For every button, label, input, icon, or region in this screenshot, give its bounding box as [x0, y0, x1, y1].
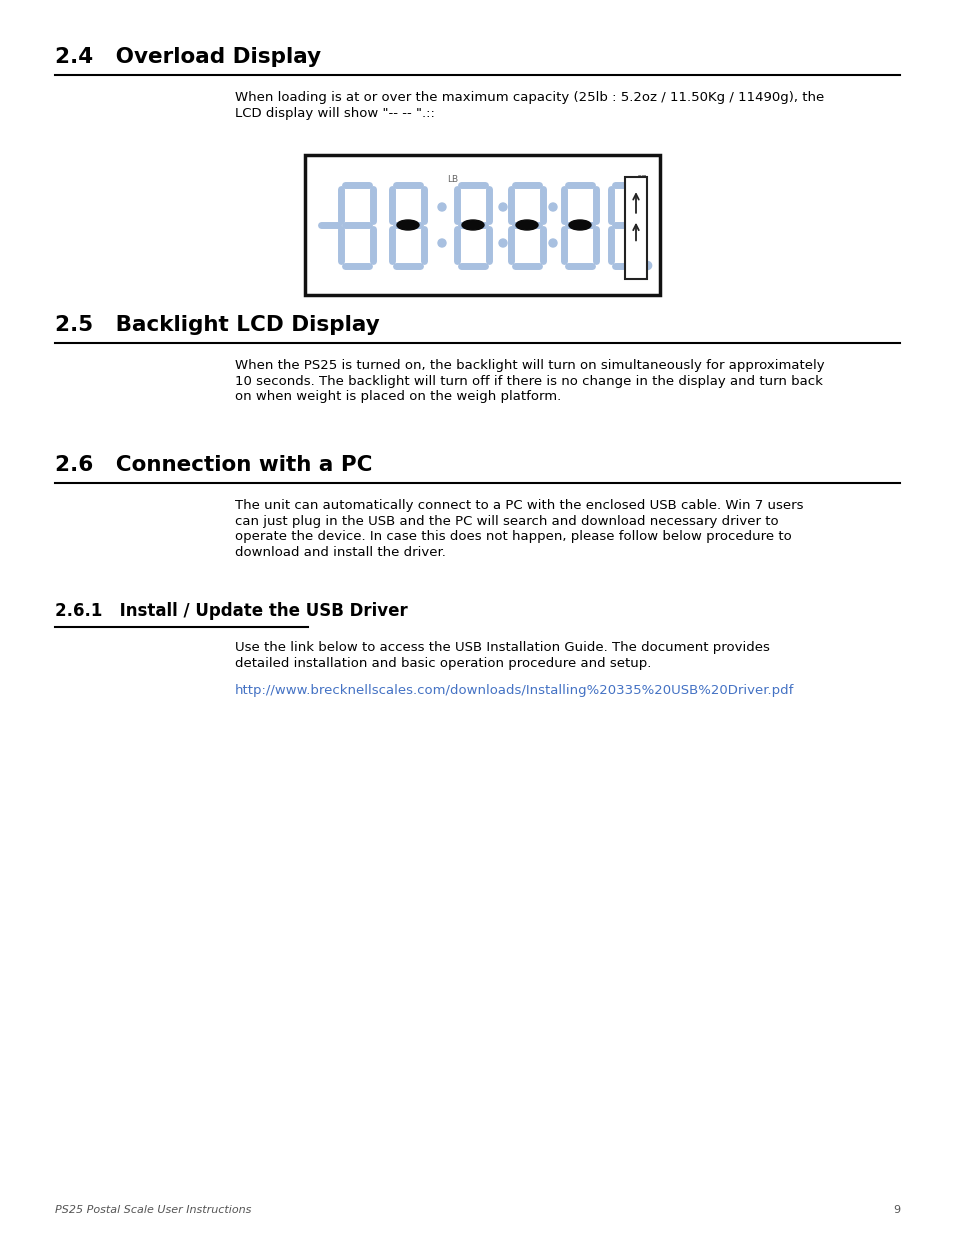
Circle shape [548, 240, 557, 247]
Text: LCD display will show "-- -- ".::: LCD display will show "-- -- ".:: [234, 106, 435, 120]
Text: operate the device. In case this does not happen, please follow below procedure : operate the device. In case this does no… [234, 530, 791, 543]
Text: 2.6.1   Install / Update the USB Driver: 2.6.1 Install / Update the USB Driver [55, 601, 407, 620]
Text: 2.5   Backlight LCD Display: 2.5 Backlight LCD Display [55, 315, 379, 335]
Bar [624, 177, 646, 279]
Text: http://www.brecknellscales.com/downloads/Installing%20335%20USB%20Driver.pdf: http://www.brecknellscales.com/downloads… [234, 684, 794, 697]
Text: can just plug in the USB and the PC will search and download necessary driver to: can just plug in the USB and the PC will… [234, 515, 778, 527]
Circle shape [437, 240, 446, 247]
Text: Use the link below to access the USB Installation Guide. The document provides: Use the link below to access the USB Ins… [234, 641, 769, 655]
Ellipse shape [396, 220, 418, 230]
Ellipse shape [516, 220, 537, 230]
Text: 2.6   Connection with a PC: 2.6 Connection with a PC [55, 454, 372, 475]
Circle shape [643, 262, 651, 269]
Text: LB: LB [447, 175, 458, 184]
Text: When loading is at or over the maximum capacity (25lb : 5.2oz / 11.50Kg / 11490g: When loading is at or over the maximum c… [234, 91, 823, 104]
Ellipse shape [461, 220, 483, 230]
Text: oz: oz [637, 173, 646, 182]
Ellipse shape [568, 220, 590, 230]
Text: The unit can automatically connect to a PC with the enclosed USB cable. Win 7 us: The unit can automatically connect to a … [234, 499, 802, 513]
Text: Kg: Kg [636, 270, 647, 280]
Bar [305, 156, 659, 295]
Text: 9: 9 [892, 1205, 899, 1215]
Text: download and install the driver.: download and install the driver. [234, 546, 445, 558]
Text: 10 seconds. The backlight will turn off if there is no change in the display and: 10 seconds. The backlight will turn off … [234, 374, 822, 388]
Circle shape [437, 203, 446, 211]
Circle shape [548, 203, 557, 211]
Text: detailed installation and basic operation procedure and setup.: detailed installation and basic operatio… [234, 657, 651, 669]
Circle shape [498, 203, 506, 211]
Text: When the PS25 is turned on, the backlight will turn on simultaneously for approx: When the PS25 is turned on, the backligh… [234, 359, 823, 372]
Text: PS25 Postal Scale User Instructions: PS25 Postal Scale User Instructions [55, 1205, 251, 1215]
Text: 2.4   Overload Display: 2.4 Overload Display [55, 47, 321, 67]
Text: on when weight is placed on the weigh platform.: on when weight is placed on the weigh pl… [234, 390, 560, 403]
Circle shape [498, 240, 506, 247]
